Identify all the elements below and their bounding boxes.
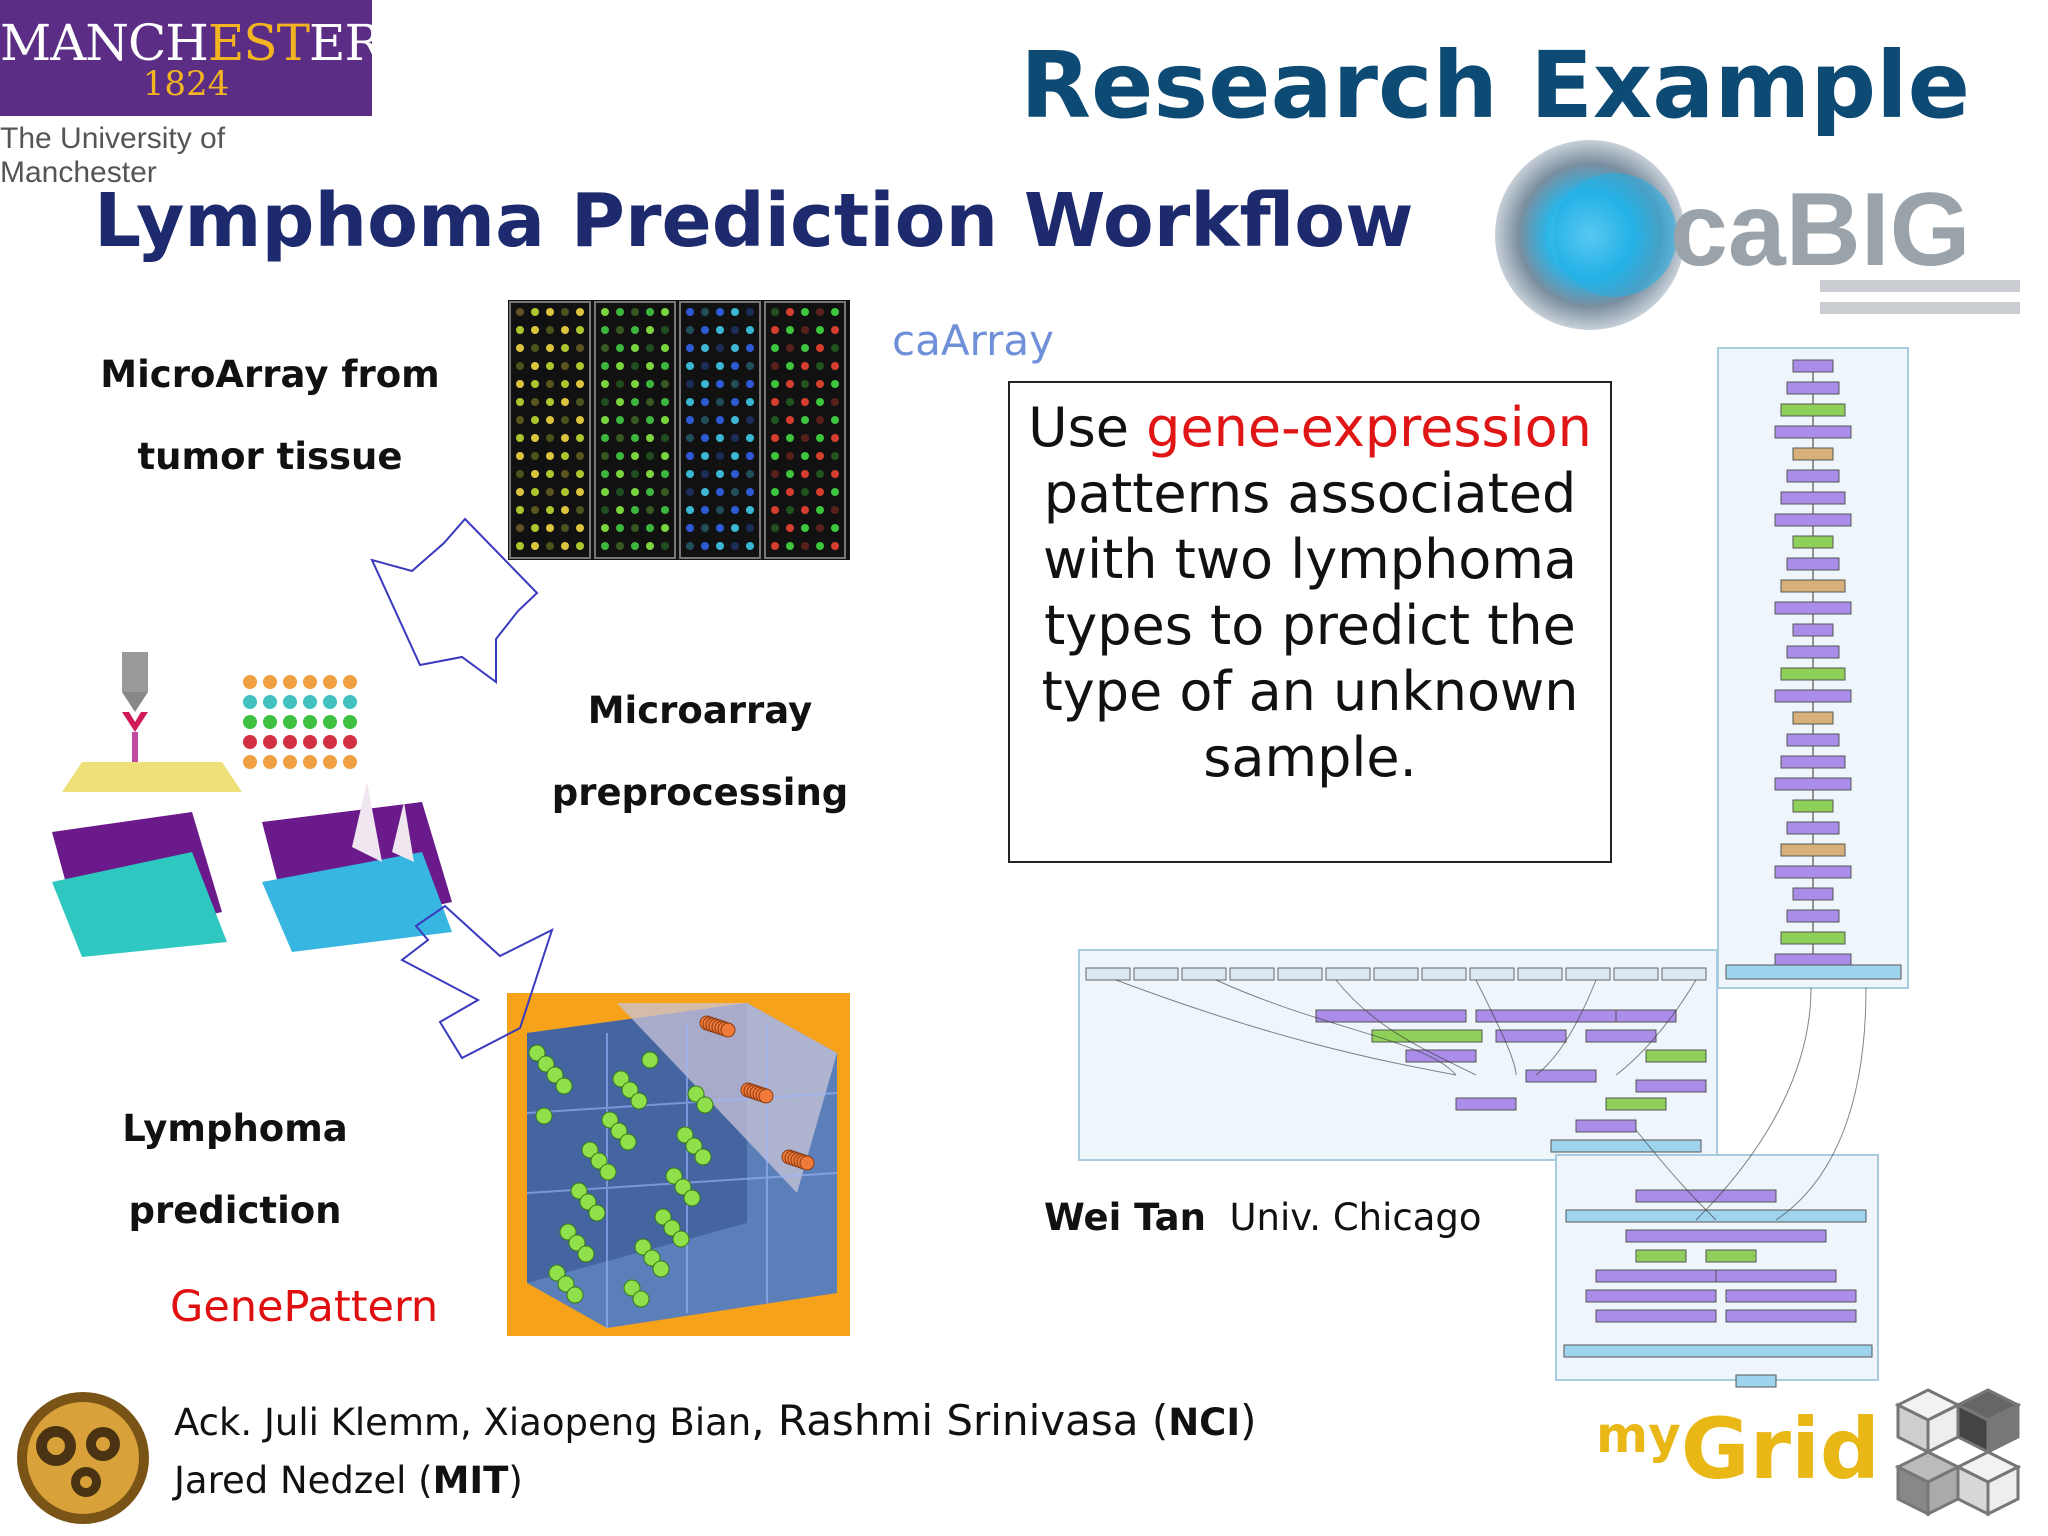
mygrid-cubes-icon: [1894, 1388, 2022, 1517]
summary-box: Use gene-expression patterns associated …: [1008, 381, 1612, 863]
cabig-logo: caBIG: [1495, 140, 2020, 330]
manchester-logo: [0, 0, 372, 116]
workflow-diagram: [1078, 347, 1909, 1388]
step-microarray-label: MicroArray from tumor tissue: [100, 353, 440, 478]
mygrid-logo: myGrid: [1596, 1400, 1880, 1498]
acknowledgements: Ack. Juli Klemm, Xiaopeng Bian, Rashmi S…: [174, 1396, 1257, 1502]
university-name: The University of Manchester: [0, 122, 226, 189]
step-prediction-label: Lymphoma prediction: [122, 1107, 348, 1232]
step-preprocessing-label: Microarray preprocessing: [551, 689, 849, 814]
manchester-logo-year: 1824: [142, 64, 230, 104]
preprocessing-image: [52, 652, 467, 957]
prediction-cube-image: [507, 993, 850, 1336]
genepattern-label: GenePattern: [170, 1282, 439, 1332]
caarray-label: caArray: [892, 316, 1054, 365]
manchester-logo-name: MANCHESTER: [0, 14, 382, 72]
microarray-image: [508, 300, 850, 560]
cabig-wordmark: caBIG: [1670, 172, 1971, 288]
gears-logo-icon: [17, 1392, 149, 1524]
arrow-down-right-icon: [400, 904, 554, 1060]
credit-line: Wei Tan Univ. Chicago: [1044, 1196, 1482, 1239]
arrow-down-left-icon: [370, 517, 539, 684]
slide-subtitle: Lymphoma Prediction Workflow: [94, 178, 1414, 264]
slide-title: Research Example: [1020, 32, 1970, 139]
